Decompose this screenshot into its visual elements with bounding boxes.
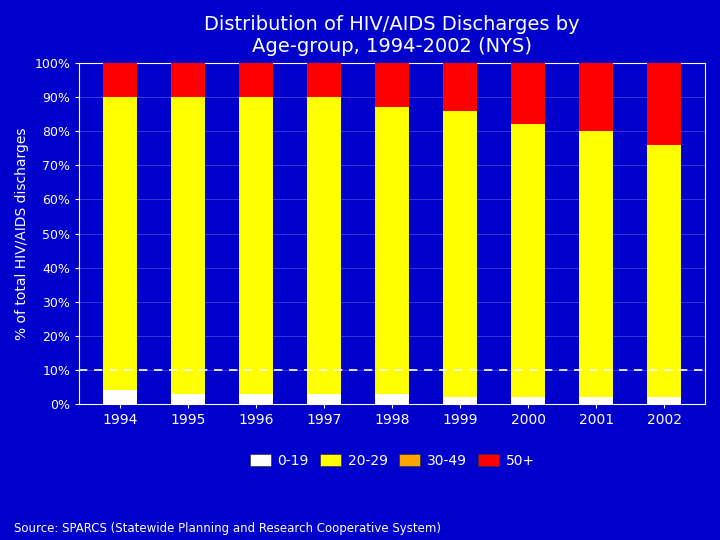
Y-axis label: % of total HIV/AIDS discharges: % of total HIV/AIDS discharges bbox=[15, 127, 29, 340]
Bar bbox=[375, 394, 409, 404]
Bar bbox=[171, 63, 205, 97]
Bar bbox=[307, 97, 341, 363]
Bar bbox=[444, 111, 477, 373]
Bar bbox=[647, 397, 681, 404]
Text: Source: SPARCS (Statewide Planning and Research Cooperative System): Source: SPARCS (Statewide Planning and R… bbox=[14, 522, 441, 535]
Bar bbox=[239, 394, 274, 404]
Bar bbox=[647, 63, 681, 145]
Bar bbox=[103, 390, 138, 404]
Bar bbox=[307, 363, 341, 394]
Bar bbox=[307, 394, 341, 404]
Legend: 0-19, 20-29, 30-49, 50+: 0-19, 20-29, 30-49, 50+ bbox=[244, 448, 540, 474]
Bar bbox=[103, 97, 138, 356]
Bar bbox=[579, 131, 613, 380]
Bar bbox=[511, 63, 545, 125]
Bar bbox=[579, 397, 613, 404]
Bar bbox=[375, 107, 409, 367]
Bar bbox=[239, 360, 274, 394]
Bar bbox=[579, 380, 613, 397]
Bar bbox=[171, 360, 205, 394]
Bar bbox=[103, 63, 138, 97]
Bar bbox=[647, 383, 681, 397]
Bar bbox=[171, 97, 205, 360]
Bar bbox=[239, 63, 274, 97]
Bar bbox=[375, 367, 409, 394]
Title: Distribution of HIV/AIDS Discharges by
Age-group, 1994-2002 (NYS): Distribution of HIV/AIDS Discharges by A… bbox=[204, 15, 580, 56]
Bar bbox=[307, 63, 341, 97]
Bar bbox=[511, 397, 545, 404]
Bar bbox=[103, 356, 138, 390]
Bar bbox=[444, 63, 477, 111]
Bar bbox=[511, 377, 545, 397]
Bar bbox=[511, 125, 545, 377]
Bar bbox=[375, 63, 409, 107]
Bar bbox=[579, 63, 613, 131]
Bar bbox=[444, 397, 477, 404]
Bar bbox=[171, 394, 205, 404]
Bar bbox=[239, 97, 274, 360]
Bar bbox=[444, 373, 477, 397]
Bar bbox=[647, 145, 681, 383]
